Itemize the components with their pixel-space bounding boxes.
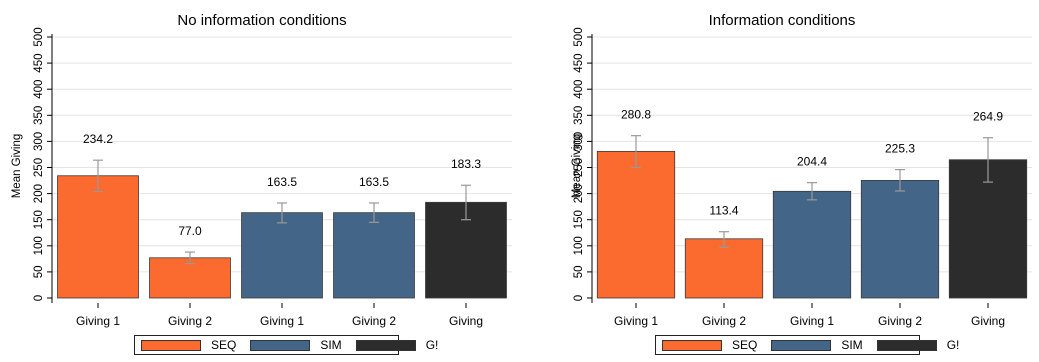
legend-swatch-sim [250, 339, 311, 351]
chart-svg-no-information: No information conditions Mean Giving 0 5… [11, 12, 512, 328]
value-label: 234.2 [83, 132, 113, 146]
y-tick-label: 100 [573, 236, 585, 255]
value-label: 280.8 [621, 108, 651, 122]
y-tick-label: 0 [33, 295, 45, 301]
x-tick-label: Giving 1 [260, 314, 304, 328]
y-tick-label: 250 [33, 158, 45, 177]
legend-item-seq: SEQ [141, 338, 236, 352]
value-label: 225.3 [885, 142, 915, 156]
y-tick-label: 0 [573, 295, 585, 301]
legend-item-g: G! [876, 338, 960, 352]
legend-swatch-seq [662, 339, 722, 351]
legend-swatch-g [355, 339, 416, 351]
bar [57, 175, 139, 299]
y-tick-label: 300 [33, 132, 45, 151]
y-tick-label: 500 [573, 27, 585, 46]
chart-panel-information: Information conditions Mean Giving 0 50 10… [520, 0, 1039, 362]
legend-swatch-g [876, 339, 937, 351]
x-tick-label: Giving 2 [168, 314, 212, 328]
y-tick-label: 400 [573, 80, 585, 99]
value-label: 204.4 [797, 155, 827, 169]
value-label: 113.4 [709, 204, 738, 218]
y-tick-label: 50 [573, 266, 585, 279]
chart-title: Information conditions [709, 12, 856, 29]
y-tick-label: 250 [573, 158, 585, 177]
legend-label-sim: SIM [841, 338, 863, 352]
bar [149, 257, 231, 299]
bar [241, 212, 323, 299]
x-tick-label: Giving [449, 314, 483, 328]
legend-no-information: SEQ SIM G! [134, 335, 438, 355]
bar [684, 238, 764, 299]
bar [772, 190, 852, 299]
y-tick-label: 450 [33, 54, 45, 73]
y-tick-label: 200 [573, 184, 585, 203]
legend-information: SEQ SIM G! [655, 335, 959, 355]
value-label: 163.5 [359, 175, 389, 189]
y-tick-label: 150 [33, 210, 45, 229]
x-tick-label: Giving [971, 314, 1005, 328]
chart-panel-no-information: No information conditions Mean Giving 0 5… [0, 0, 519, 362]
legend-label-g: G! [946, 338, 960, 352]
legend-label-seq: SEQ [732, 338, 758, 352]
x-tick-label: Giving 1 [790, 314, 834, 328]
y-tick-label: 450 [573, 54, 585, 73]
x-tick-label: Giving 1 [76, 314, 120, 328]
y-tick-label: 200 [33, 184, 45, 203]
bar [860, 179, 940, 299]
chart-svg-information: Information conditions Mean Giving 0 50 10… [571, 12, 1032, 328]
x-tick-label: Giving 2 [878, 314, 922, 328]
y-tick-label: 500 [33, 27, 45, 46]
y-tick-label: 400 [33, 80, 45, 99]
y-axis-label: Mean Giving [11, 134, 23, 199]
legend-swatch-sim [771, 339, 832, 351]
legend-label-g: G! [425, 338, 439, 352]
value-label: 183.3 [451, 157, 481, 171]
y-tick-label: 350 [33, 106, 45, 125]
legend-label-sim: SIM [320, 338, 342, 352]
bar [596, 151, 676, 299]
bar [333, 212, 415, 299]
legend-item-g: G! [355, 338, 439, 352]
legend-label-seq: SEQ [211, 338, 237, 352]
y-tick-label: 350 [573, 106, 585, 125]
legend-item-sim: SIM [771, 338, 863, 352]
y-tick-label: 300 [573, 132, 585, 151]
y-tick-label: 50 [33, 266, 45, 279]
y-tick-label: 150 [573, 210, 585, 229]
legend-item-seq: SEQ [662, 338, 757, 352]
x-tick-label: Giving 2 [352, 314, 396, 328]
legend-item-sim: SIM [250, 338, 342, 352]
y-axis-label: Mean Giving [571, 134, 583, 199]
chart-title: No information conditions [177, 12, 346, 29]
y-tick-label: 100 [33, 236, 45, 255]
value-label: 163.5 [267, 175, 297, 189]
legend-swatch-seq [141, 339, 201, 351]
x-tick-label: Giving 2 [702, 314, 746, 328]
value-label: 264.9 [973, 110, 1003, 124]
bar [948, 159, 1028, 299]
value-label: 77.0 [178, 224, 202, 238]
x-tick-label: Giving 1 [614, 314, 658, 328]
